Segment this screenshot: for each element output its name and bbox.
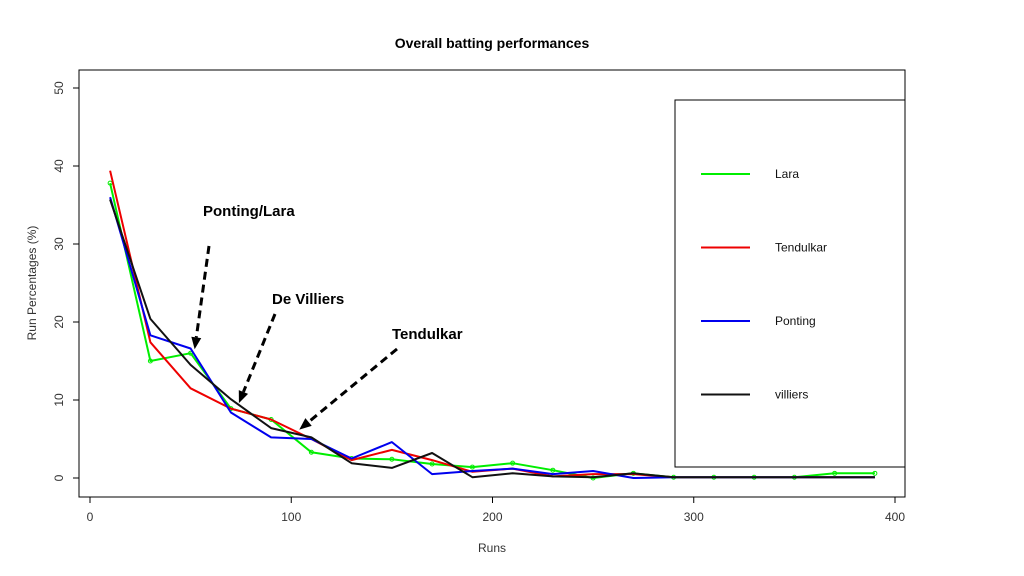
data-point-lara bbox=[872, 470, 878, 476]
legend-label: villiers bbox=[775, 388, 808, 402]
y-tick-label: 20 bbox=[52, 315, 66, 329]
annotation-label: Tendulkar bbox=[392, 326, 463, 343]
x-tick-label: 0 bbox=[87, 510, 94, 524]
annotations: Ponting/Lara De Villiers Tendulkar bbox=[191, 203, 463, 430]
y-tick-label: 50 bbox=[52, 81, 66, 95]
x-axis-label: Runs bbox=[478, 541, 506, 555]
data-point-lara bbox=[429, 461, 435, 467]
legend-box bbox=[674, 99, 906, 468]
y-tick-label: 40 bbox=[52, 159, 66, 173]
x-tick-label: 100 bbox=[281, 510, 301, 524]
annotation-arrow bbox=[194, 245, 211, 338]
data-point-lara bbox=[510, 460, 516, 466]
series-line-villiers bbox=[109, 199, 875, 479]
data-point-lara bbox=[550, 467, 556, 473]
annotation-arrow bbox=[242, 313, 277, 393]
y-tick-label: 0 bbox=[52, 474, 66, 481]
x-tick-label: 200 bbox=[482, 510, 502, 524]
y-tick-label: 30 bbox=[52, 237, 66, 251]
legend-label: Tendulkar bbox=[775, 241, 827, 255]
data-point-lara bbox=[832, 470, 838, 476]
x-tick-label: 400 bbox=[885, 510, 905, 524]
y-tick-label: 10 bbox=[52, 393, 66, 407]
y-axis-label: Run Percentages (%) bbox=[25, 226, 39, 341]
x-tick-label: 300 bbox=[684, 510, 704, 524]
legend-label: Lara bbox=[775, 167, 799, 181]
legend: Lara Tendulkar Ponting villiers bbox=[674, 99, 906, 468]
data-point-lara bbox=[308, 449, 314, 455]
annotation-arrowhead bbox=[191, 336, 202, 350]
annotation-arrowhead bbox=[238, 390, 249, 404]
legend-label: Ponting bbox=[775, 314, 816, 328]
annotation-label: De Villiers bbox=[272, 291, 344, 308]
data-point-lara bbox=[147, 358, 153, 364]
series-layer bbox=[107, 170, 878, 481]
annotation-arrowhead bbox=[299, 418, 312, 430]
data-point-lara bbox=[469, 464, 475, 470]
annotation-arrow bbox=[307, 347, 398, 424]
axes: 0 100 200 300 400 0 10 20 30 40 50 bbox=[52, 81, 905, 524]
chart-title: Overall batting performances bbox=[395, 35, 590, 51]
annotation-label: Ponting/Lara bbox=[203, 203, 295, 220]
data-point-lara bbox=[389, 456, 395, 462]
